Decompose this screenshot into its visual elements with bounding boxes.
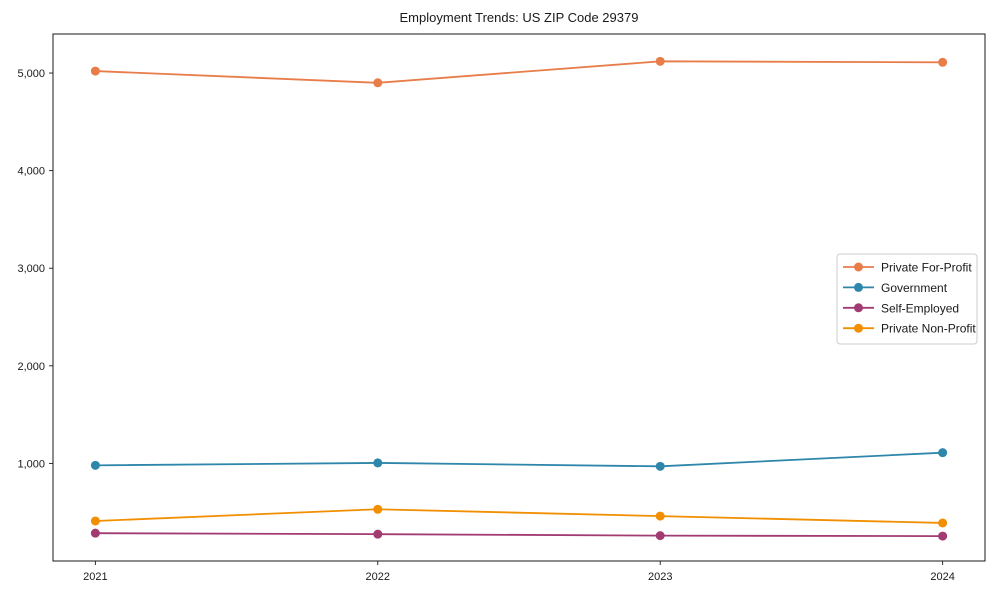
y-tick-label: 4,000 <box>17 166 45 178</box>
data-point <box>938 531 948 541</box>
y-tick-label: 2,000 <box>17 361 45 373</box>
x-tick-label: 2022 <box>366 571 390 583</box>
y-tick-label: 1,000 <box>17 458 45 470</box>
legend-label: Private For-Profit <box>881 261 972 275</box>
y-tick-label: 5,000 <box>17 68 45 80</box>
series-line-self-employed <box>94 532 944 538</box>
legend-marker <box>854 303 863 313</box>
legend-label: Government <box>881 281 948 295</box>
data-point <box>655 461 665 471</box>
data-point <box>373 458 383 468</box>
data-point <box>90 460 100 470</box>
legend-marker <box>854 262 863 272</box>
x-tick-label: 2023 <box>648 571 672 583</box>
data-point <box>655 531 665 541</box>
legend-label: Private Non-Profit <box>881 322 976 336</box>
data-point <box>90 66 100 76</box>
legend-marker <box>854 282 863 292</box>
data-point <box>655 56 665 66</box>
data-point <box>373 504 383 514</box>
plot-area: 1,000 2,000 3,000 4,000 5,000 2021 2022 2023 202… <box>17 33 986 583</box>
series-line-private-for-profit <box>94 60 944 84</box>
x-tick-label: 2024 <box>930 571 954 583</box>
series-layer <box>90 56 948 541</box>
data-point <box>373 78 383 88</box>
data-point <box>373 529 383 539</box>
data-point <box>938 518 948 528</box>
x-tick-label: 2021 <box>83 571 107 583</box>
legend: Private For-Profit Government Self-Employe… <box>836 253 978 345</box>
series-line-government <box>94 451 944 468</box>
legend-label: Self-Employed <box>881 301 959 315</box>
legend-box <box>836 253 978 345</box>
data-point <box>938 448 948 458</box>
chart-title: Employment Trends: US ZIP Code 29379 <box>400 10 639 25</box>
series-line-private-non-profit <box>94 508 944 524</box>
data-point <box>90 528 100 538</box>
legend-marker <box>854 323 863 333</box>
data-point <box>655 511 665 521</box>
data-point <box>938 57 948 67</box>
axes-frame <box>52 33 986 562</box>
data-point <box>90 516 100 526</box>
y-tick-label: 3,000 <box>17 263 45 275</box>
